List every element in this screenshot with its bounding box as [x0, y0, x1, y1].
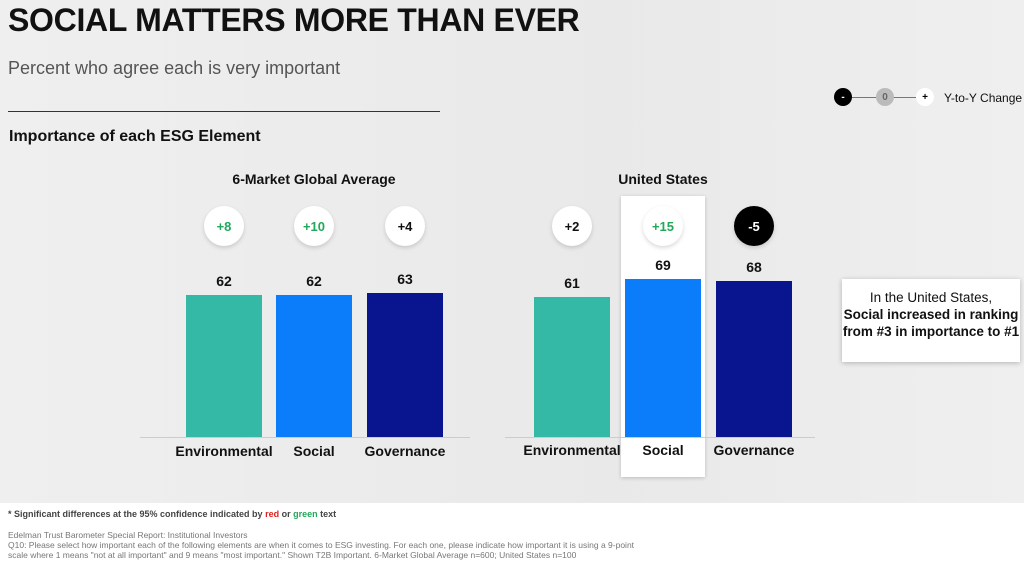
bar-social	[276, 295, 352, 437]
baseline	[140, 437, 470, 438]
callout-line2: Social increased in ranking from #3 in i…	[842, 307, 1020, 339]
bar-governance	[367, 292, 443, 437]
sig-red: red	[265, 509, 280, 519]
value-label: 69	[655, 256, 671, 273]
group-title: United States	[618, 171, 708, 187]
change-badge: +8	[204, 206, 244, 246]
question-note-2: scale where 1 means "not at all importan…	[8, 550, 577, 560]
legend-plus-icon: +	[916, 88, 934, 106]
legend-label: Y-to-Y Change	[944, 91, 1023, 105]
change-badge: +4	[385, 206, 425, 246]
value-label: 61	[564, 275, 580, 292]
value-label: 62	[306, 273, 322, 290]
category-label: Governance	[713, 442, 795, 458]
footer	[0, 503, 1024, 562]
question-note-1: Q10: Please select how important each of…	[8, 540, 635, 550]
category-label: Social	[642, 442, 684, 458]
sig-green: green	[293, 509, 318, 519]
category-label: Social	[293, 443, 335, 459]
sig-text: * Significant differences at the 95% con…	[8, 509, 266, 519]
section-title: Importance of each ESG Element	[9, 128, 261, 145]
category-label: Environmental	[523, 442, 621, 458]
legend-line	[848, 97, 876, 98]
legend-line	[892, 97, 920, 98]
baseline	[505, 437, 815, 438]
bar-social	[625, 278, 701, 437]
bar-governance	[716, 281, 792, 437]
change-badge: +2	[552, 206, 592, 246]
callout-line1: In the United States,	[869, 290, 993, 305]
sig-suffix: text	[317, 509, 337, 519]
value-label: 63	[397, 270, 413, 287]
value-label: 62	[216, 273, 232, 290]
legend-minus-icon: -	[834, 88, 852, 106]
bar-environmental	[534, 297, 610, 437]
legend-zero-icon: 0	[876, 88, 894, 106]
page-title: SOCIAL MATTERS MORE THAN EVER	[8, 2, 580, 38]
source-note: Edelman Trust Barometer Special Report: …	[8, 530, 248, 540]
change-badge: +15	[643, 206, 683, 246]
category-label: Environmental	[175, 443, 273, 459]
bar-environmental	[186, 295, 262, 437]
group-title: 6-Market Global Average	[232, 171, 396, 187]
change-badge: +10	[294, 206, 334, 246]
sig-or: or	[279, 509, 294, 519]
divider	[8, 111, 440, 112]
value-label: 68	[746, 259, 762, 276]
page-subtitle: Percent who agree each is very important	[8, 58, 341, 78]
callout-box: In the United States, Social increased i…	[842, 279, 1020, 362]
category-label: Governance	[364, 443, 446, 459]
change-badge: -5	[734, 206, 774, 246]
significance-note: * Significant differences at the 95% con…	[8, 509, 336, 519]
